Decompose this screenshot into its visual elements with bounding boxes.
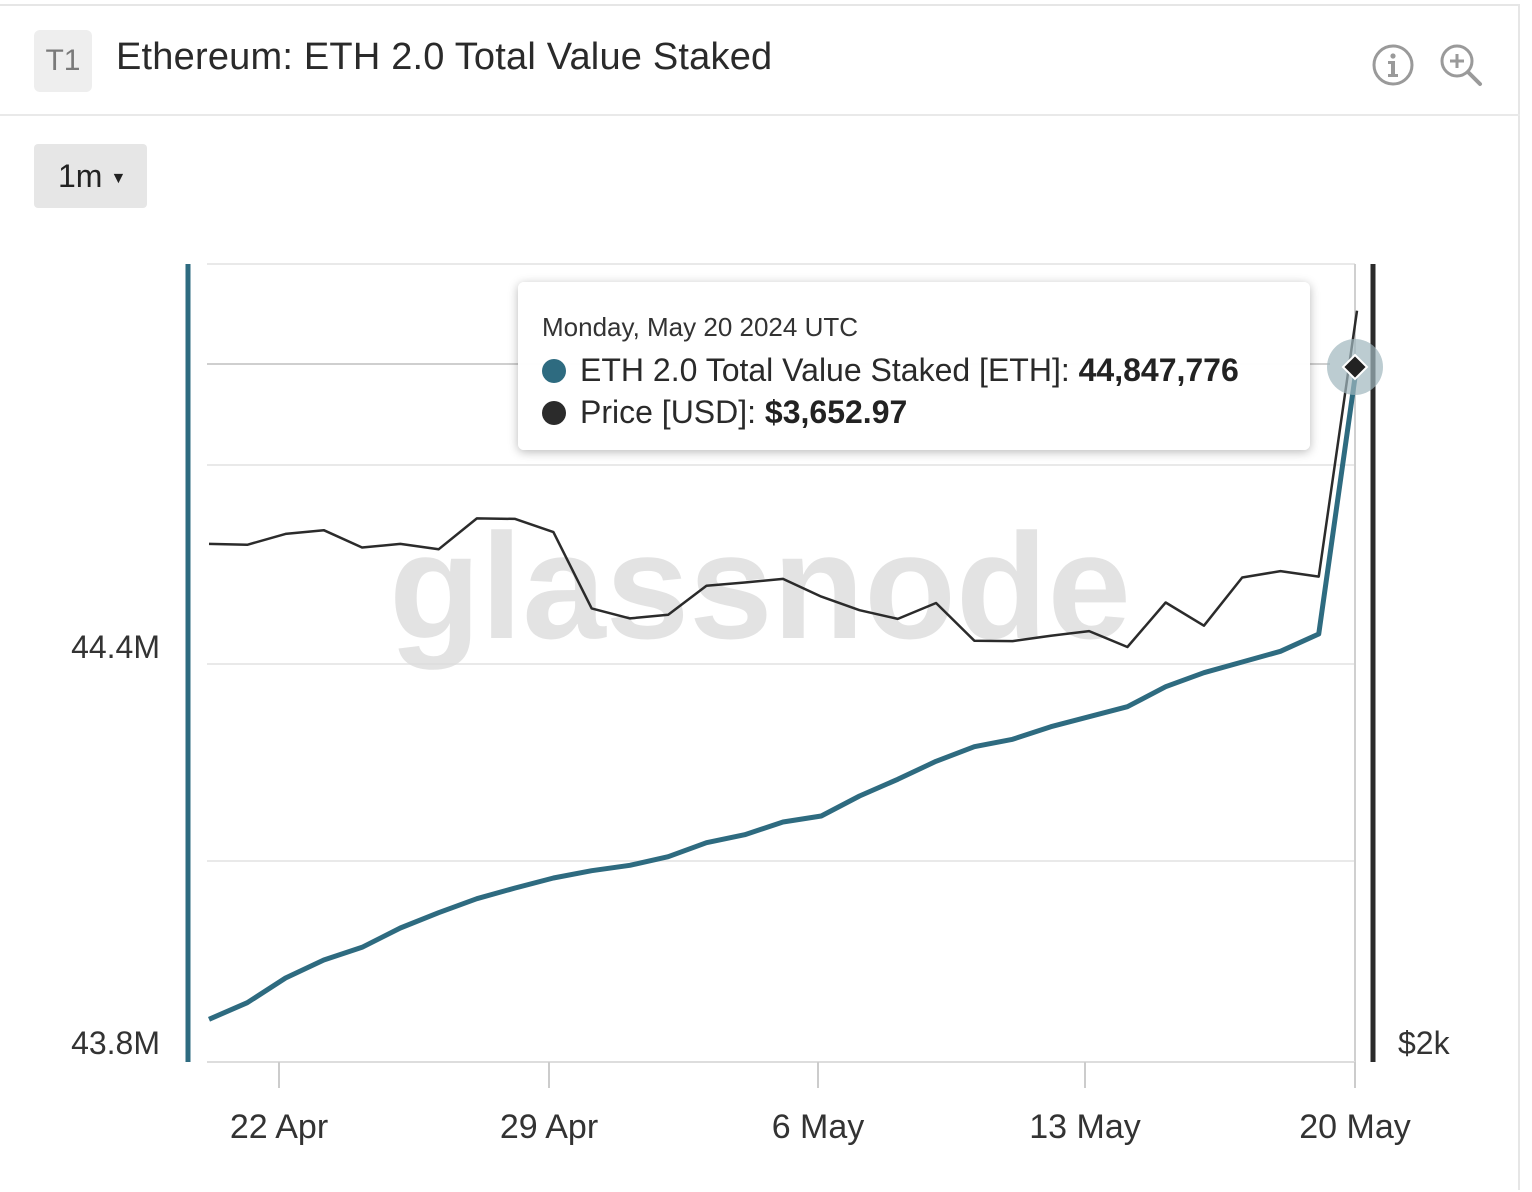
tick-labels: 22 Apr 29 Apr 6 May 13 May 20 May 43.8M 44.4M $… — [71, 629, 1451, 1146]
price-series-line — [208, 310, 1359, 649]
x-tick-label: 6 May — [772, 1108, 865, 1146]
zoom-in-icon[interactable] — [1438, 42, 1484, 88]
x-tick-label: 29 Apr — [500, 1108, 598, 1146]
time-range-dropdown[interactable]: 1m ▼ — [34, 144, 147, 208]
y-left-tick-label: 44.4M — [71, 629, 160, 665]
time-range-label: 1m — [58, 158, 103, 194]
chart-card: T1 Ethereum: ETH 2.0 Total Value Staked — [0, 4, 1520, 1190]
price-legend-dot-icon — [542, 401, 566, 425]
chart-header: T1 Ethereum: ETH 2.0 Total Value Staked — [0, 6, 1520, 116]
x-tick-label: 22 Apr — [230, 1108, 328, 1146]
tooltip-date: Monday, May 20 2024 UTC — [542, 312, 858, 342]
y-left-tick-label: 43.8M — [71, 1025, 160, 1061]
tooltip-row-staked: ETH 2.0 Total Value Staked [ETH]: 44,847… — [542, 349, 1310, 391]
hover-marker — [1327, 339, 1383, 395]
staked-legend-dot-icon — [542, 359, 566, 383]
hover-point-diamond — [1341, 353, 1369, 381]
staked-series-line — [208, 362, 1360, 1022]
watermark: glassnode — [389, 502, 1131, 670]
tooltip-staked-value: 44,847,776 — [1078, 352, 1239, 388]
series-lines — [208, 310, 1360, 1022]
tooltip-staked-label: ETH 2.0 Total Value Staked [ETH]: — [580, 352, 1079, 388]
caret-down-icon: ▼ — [110, 169, 127, 187]
tooltip-price-label: Price [USD]: — [580, 394, 765, 430]
axes — [185, 264, 1376, 1088]
info-icon[interactable] — [1370, 42, 1416, 88]
x-tick-label: 13 May — [1029, 1108, 1141, 1146]
tooltip: Monday, May 20 2024 UTC ETH 2.0 Total Va… — [518, 282, 1310, 450]
tooltip-row-price: Price [USD]: $3,652.97 — [542, 391, 1310, 433]
tooltip-price-value: $3,652.97 — [764, 394, 908, 430]
tier-badge: T1 — [34, 30, 92, 92]
y-right-tick-label: $2k — [1398, 1025, 1451, 1061]
x-tick-label: 20 May — [1299, 1108, 1411, 1146]
chart-title: Ethereum: ETH 2.0 Total Value Staked — [116, 36, 773, 78]
